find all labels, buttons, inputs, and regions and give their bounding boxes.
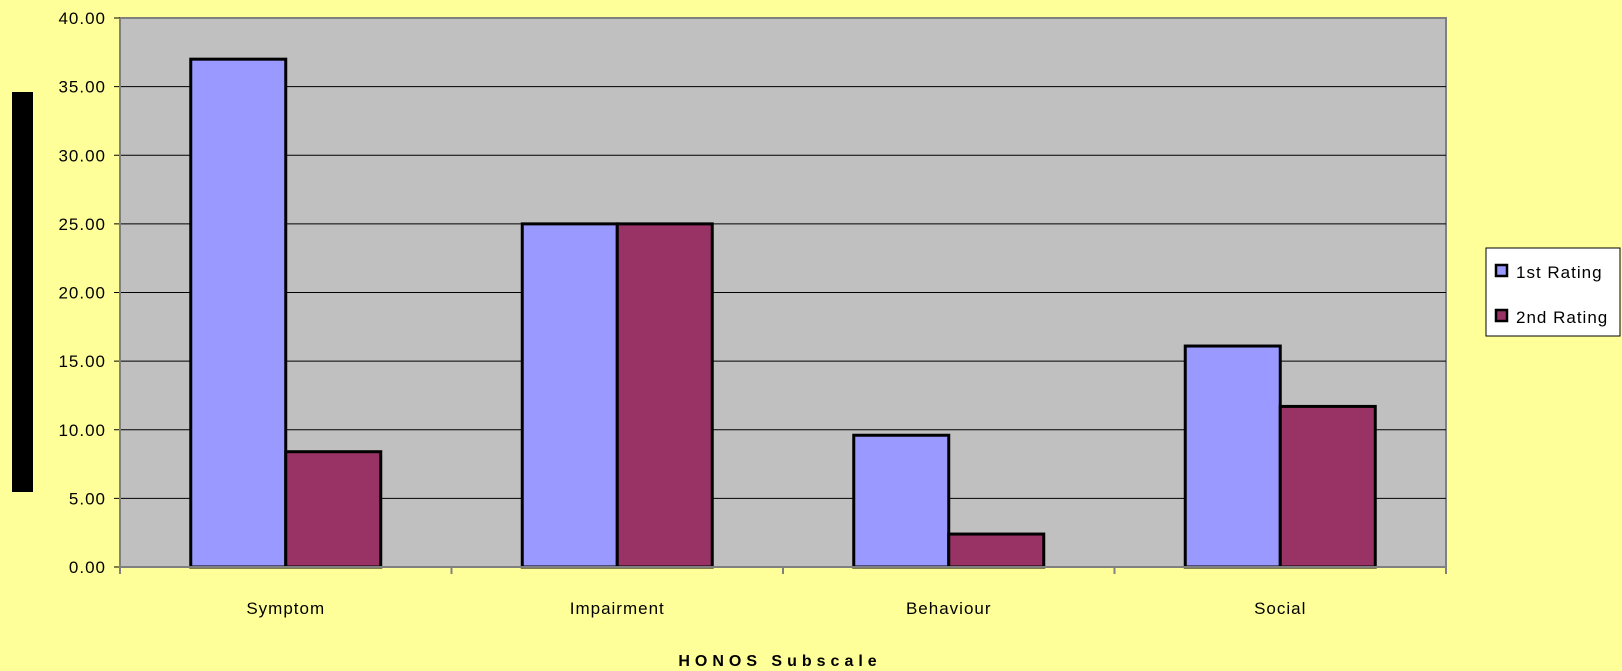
bar-2nd-rating-impairment [615,222,714,569]
legend-label: 1st Rating [1516,263,1603,282]
x-tick-label: Social [1254,599,1306,618]
y-tick-label: 0.00 [69,558,106,577]
y-axis-ticks: 0.00 5.00 10.00 15.00 20.00 25.00 30.00 35.00 40… [58,9,121,577]
bar-1st-rating-behaviour [852,433,951,569]
y-tick-label: 30.00 [58,146,106,165]
bar-1st-rating-symptom [189,57,288,569]
y-axis-title-bar [12,92,33,492]
bar-1st-rating-impairment [520,222,619,569]
y-tick-label: 20.00 [58,284,106,303]
bar-2nd-rating-symptom [284,450,383,569]
legend-label: 2nd Rating [1516,308,1608,327]
x-tick-label: Symptom [246,599,325,618]
legend-swatch [1494,308,1509,323]
x-axis-title: HONOS Subscale [678,653,881,670]
y-tick-label: 5.00 [69,489,106,508]
bar-2nd-rating-behaviour [947,532,1046,569]
x-tick-label: Behaviour [906,599,992,618]
legend: 1st Rating 2nd Rating [1485,247,1621,337]
x-tick-label: Impairment [570,599,665,618]
legend-swatch [1494,263,1509,278]
y-tick-label: 40.00 [58,9,106,28]
y-tick-label: 35.00 [58,78,106,97]
bar-1st-rating-social [1183,344,1282,569]
x-axis: Symptom Impairment Behaviour Social [119,566,1447,618]
legend-box [1485,247,1621,337]
bars [189,57,1377,569]
y-tick-label: 25.00 [58,215,106,234]
bar-2nd-rating-social [1278,404,1377,569]
y-tick-label: 10.00 [58,421,106,440]
y-tick-label: 15.00 [58,352,106,371]
